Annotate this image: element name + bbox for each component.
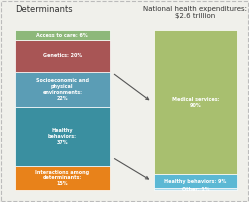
Text: National health expenditures:
$2.6 trillion: National health expenditures: $2.6 trill… [143, 6, 248, 19]
Bar [154, 174, 237, 188]
Bar [15, 40, 110, 72]
Bar [15, 107, 110, 166]
Text: Medical services:
90%: Medical services: 90% [172, 97, 219, 107]
Text: Healthy
behaviors:
37%: Healthy behaviors: 37% [48, 128, 77, 145]
Text: Socioeconomic and
physical
environments:
22%: Socioeconomic and physical environments:… [36, 78, 89, 101]
Text: Access to care: 6%: Access to care: 6% [36, 33, 88, 38]
Bar [15, 166, 110, 190]
Bar [15, 72, 110, 107]
Bar [154, 188, 237, 190]
Text: Healthy behaviors: 9%: Healthy behaviors: 9% [164, 179, 227, 184]
Text: Genetics: 20%: Genetics: 20% [43, 53, 82, 58]
Text: Determinants: Determinants [15, 5, 72, 14]
Text: Other: 1%: Other: 1% [182, 187, 209, 191]
Bar [15, 30, 110, 40]
Bar [154, 30, 237, 174]
Text: Interactions among
determinants:
15%: Interactions among determinants: 15% [35, 170, 89, 186]
